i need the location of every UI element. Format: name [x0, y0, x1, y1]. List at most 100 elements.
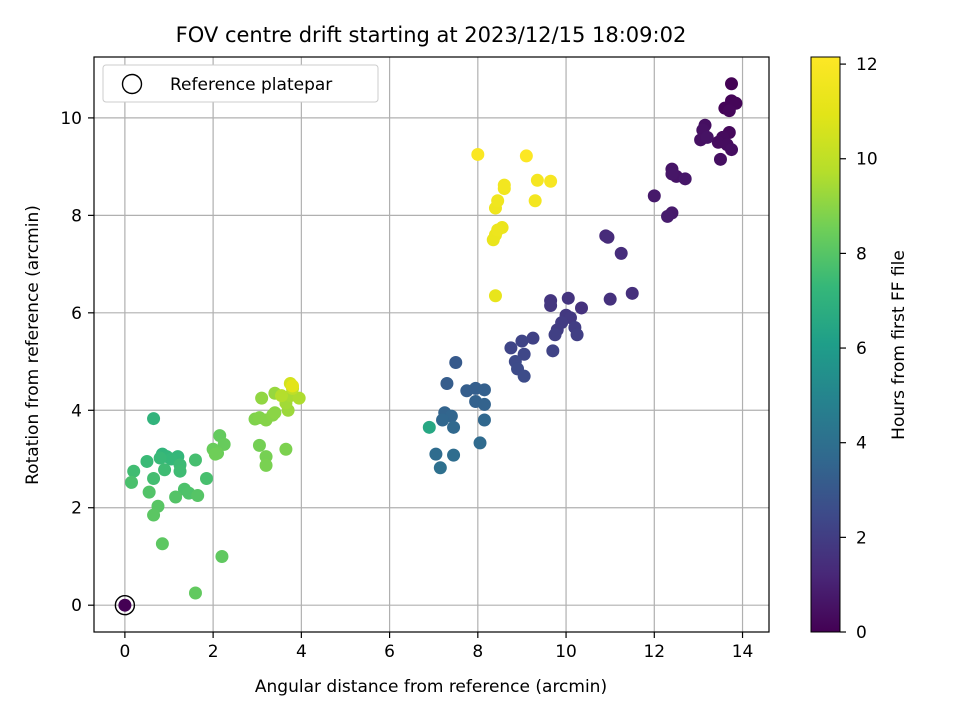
- colorbar: 0 2 4 6 8 10 12 Hours from first FF file: [810, 55, 909, 643]
- data-point: [433, 461, 447, 475]
- data-point: [722, 104, 736, 118]
- data-point: [200, 472, 213, 486]
- colorbar-tick-label: 4: [856, 434, 867, 454]
- data-point: [173, 464, 187, 478]
- data-point: [147, 472, 161, 486]
- x-tick-label: 4: [296, 642, 307, 662]
- data-point: [477, 397, 491, 411]
- data-point: [422, 420, 436, 434]
- reference-point: [114, 594, 136, 616]
- data-point: [471, 147, 485, 161]
- legend-label: Reference platepar: [170, 75, 332, 95]
- data-point: [488, 289, 502, 303]
- legend: Reference platepar: [102, 64, 379, 103]
- y-tick-label: 10: [60, 109, 82, 129]
- data-point: [142, 485, 156, 499]
- data-point: [477, 413, 491, 427]
- data-point: [544, 174, 558, 188]
- data-points: [118, 77, 743, 612]
- data-point: [147, 412, 161, 426]
- data-point: [544, 299, 558, 313]
- data-point: [188, 453, 202, 467]
- x-tick-label: 2: [208, 642, 219, 662]
- data-point: [491, 194, 505, 208]
- data-point: [614, 246, 628, 260]
- data-point: [625, 286, 639, 300]
- data-point: [275, 389, 288, 403]
- data-point: [188, 586, 202, 600]
- data-point: [449, 356, 463, 370]
- x-tick-label: 8: [472, 642, 483, 662]
- colorbar-tick-label: 10: [856, 150, 878, 170]
- data-point: [158, 463, 172, 477]
- colorbar-tick-label: 2: [856, 528, 867, 548]
- data-point: [127, 464, 141, 478]
- colorbar-label: Hours from first FF file: [889, 250, 909, 440]
- data-point: [252, 438, 266, 452]
- data-point: [286, 379, 300, 393]
- x-tick-label: 10: [555, 642, 577, 662]
- plot-frame: [93, 56, 770, 633]
- data-point: [517, 347, 531, 361]
- data-point: [661, 209, 675, 223]
- y-axis-label: Rotation from reference (arcmin): [23, 205, 43, 485]
- chart-title: FOV centre drift starting at 2023/12/15 …: [176, 23, 687, 47]
- data-point: [147, 508, 161, 522]
- data-point: [169, 490, 183, 504]
- x-axis-label: Angular distance from reference (arcmin): [255, 677, 607, 697]
- data-point: [447, 448, 461, 462]
- data-point: [725, 77, 738, 91]
- data-point: [526, 331, 540, 345]
- data-point: [548, 328, 562, 342]
- data-point: [259, 458, 273, 472]
- data-point: [700, 130, 714, 144]
- colorbar-tick-label: 0: [856, 623, 867, 643]
- data-point: [665, 167, 679, 181]
- y-tick-label: 2: [71, 499, 82, 519]
- colorbar-tick-label: 12: [856, 55, 878, 75]
- data-point: [429, 447, 443, 461]
- data-point: [725, 143, 738, 157]
- data-point: [255, 391, 269, 405]
- y-tick-label: 4: [71, 401, 82, 421]
- legend-marker-icon: [121, 73, 143, 95]
- grid: [94, 57, 769, 632]
- x-tick-label: 6: [384, 642, 395, 662]
- data-point: [215, 549, 229, 563]
- data-point: [436, 413, 450, 427]
- data-point: [279, 442, 293, 456]
- data-point: [519, 149, 533, 163]
- data-point: [125, 475, 138, 489]
- data-point: [447, 420, 461, 434]
- data-point: [713, 152, 727, 166]
- data-point: [530, 173, 544, 187]
- y-tick-label: 0: [71, 596, 82, 616]
- data-point: [678, 172, 692, 186]
- data-point: [603, 292, 617, 306]
- data-point: [504, 341, 518, 355]
- data-point: [601, 230, 615, 244]
- data-point: [118, 598, 132, 612]
- data-point: [473, 436, 487, 450]
- colorbar-gradient: [810, 56, 841, 633]
- colorbar-tick-label: 6: [856, 339, 867, 359]
- colorbar-tick-label: 8: [856, 244, 867, 264]
- x-tick-label: 12: [643, 642, 665, 662]
- data-point: [268, 406, 282, 420]
- data-point: [208, 447, 222, 461]
- data-point: [497, 178, 511, 192]
- reference-marker: [114, 594, 136, 616]
- data-point: [140, 454, 154, 468]
- x-tick-label: 0: [119, 642, 130, 662]
- legend-box: [102, 64, 379, 103]
- data-point: [647, 189, 661, 203]
- data-point: [491, 223, 505, 237]
- data-point: [575, 301, 588, 315]
- data-point: [517, 369, 531, 383]
- colorbar-axis: 0 2 4 6 8 10 12: [840, 55, 878, 643]
- y-tick-label: 6: [71, 304, 82, 324]
- data-point: [153, 451, 167, 465]
- data-point: [155, 537, 169, 551]
- data-point: [570, 328, 584, 342]
